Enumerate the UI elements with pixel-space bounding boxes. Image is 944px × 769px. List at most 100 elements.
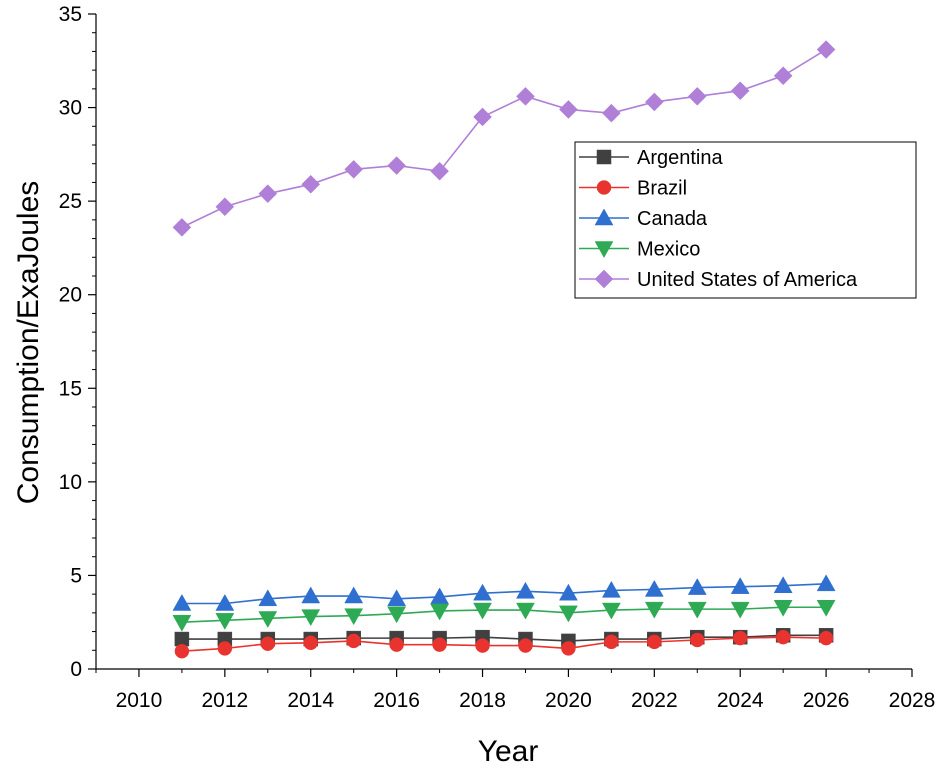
data-point: [432, 637, 447, 652]
data-point: [687, 86, 707, 106]
axis-ticks: 0 5 10 15 20 25 30 35 2010 2012 2014 2016 2018 2020 20…: [59, 3, 936, 712]
data-point: [644, 601, 664, 619]
data-point: [773, 66, 793, 86]
data-point: [516, 581, 535, 599]
x-tick-label: 2028: [889, 689, 936, 712]
legend-item: Argentina: [579, 147, 723, 169]
series-line: [181, 48, 827, 229]
x-tick-label: 2014: [287, 689, 334, 712]
data-point: [303, 635, 318, 651]
series-united-states-of-america: [172, 40, 836, 237]
data-point: [818, 630, 834, 646]
x-axis-title: Year: [478, 735, 539, 768]
x-tick-label: 2010: [116, 689, 163, 712]
data-point: [258, 589, 278, 607]
data-point: [644, 92, 664, 112]
legend-item: Mexico: [579, 239, 700, 261]
data-point: [215, 197, 235, 217]
legend-item: Canada: [579, 208, 708, 230]
data-point: [773, 576, 793, 593]
data-point: [558, 605, 578, 623]
legend-marker: [594, 241, 614, 259]
data-point: [473, 107, 492, 127]
data-point: [387, 589, 407, 607]
data-point: [558, 583, 578, 601]
legend-marker: [594, 269, 614, 289]
y-tick-label: 10: [59, 471, 82, 494]
x-tick-label: 2018: [459, 689, 506, 712]
legend-label: Mexico: [637, 239, 700, 261]
data-point: [816, 40, 836, 59]
series-line: [181, 636, 827, 653]
data-point: [260, 636, 276, 651]
data-point: [730, 577, 750, 594]
data-point: [601, 602, 621, 620]
legend: Argentina Brazil Canada Mexico United States…: [574, 141, 917, 299]
x-tick-label: 2020: [545, 689, 592, 712]
legend-marker: [594, 208, 614, 226]
data-point: [301, 586, 321, 604]
data-point: [174, 631, 190, 647]
data-point: [816, 599, 836, 617]
data-point: [258, 611, 278, 628]
x-tick-label: 2026: [803, 689, 850, 712]
x-tick-label: 2012: [201, 689, 248, 712]
data-point: [516, 86, 535, 106]
y-axis-title: Consumption/ExaJoules: [12, 181, 45, 505]
legend-marker: [596, 149, 612, 165]
series-line: [181, 634, 827, 642]
data-point: [174, 643, 190, 659]
data-point: [473, 583, 492, 601]
data-point: [687, 578, 707, 595]
data-point: [346, 633, 361, 649]
series-brazil: [174, 629, 834, 659]
data-point: [601, 580, 621, 598]
axes: [95, 14, 912, 670]
legend-label: United States of America: [637, 269, 858, 291]
data-point: [604, 634, 619, 650]
series-canada: [172, 574, 836, 611]
data-point: [301, 609, 321, 627]
legend-label: Brazil: [637, 178, 687, 200]
data-point: [730, 601, 750, 619]
x-tick-label: 2016: [373, 689, 420, 712]
series-line: [181, 606, 827, 624]
data-point: [773, 599, 793, 617]
x-tick-label: 2024: [717, 689, 764, 712]
data-point: [730, 81, 750, 101]
data-point: [475, 638, 490, 653]
y-tick-label: 30: [59, 97, 82, 120]
data-point: [516, 602, 535, 620]
legend-box: [574, 141, 917, 299]
data-point: [344, 159, 364, 179]
series-line: [181, 583, 827, 605]
data-point: [172, 593, 192, 611]
data-point: [732, 630, 748, 646]
series-mexico: [172, 599, 836, 632]
data-point: [687, 601, 707, 619]
data-point: [344, 608, 364, 626]
data-point: [430, 603, 450, 621]
y-tick-label: 15: [59, 377, 82, 400]
data-point: [215, 593, 235, 611]
x-tick-label: 2022: [631, 689, 678, 712]
data-point: [344, 586, 364, 604]
y-tick-label: 20: [59, 284, 82, 307]
data-point: [430, 161, 449, 181]
data-point: [217, 641, 233, 656]
data-point: [172, 217, 192, 237]
data-point: [389, 637, 404, 652]
data-point: [816, 574, 836, 592]
data-point: [258, 184, 278, 204]
series-layer: [172, 40, 836, 659]
data-point: [301, 174, 321, 194]
data-point: [473, 602, 492, 620]
data-point: [561, 641, 576, 656]
data-point: [602, 103, 621, 123]
y-tick-label: 35: [59, 3, 82, 26]
data-point: [518, 638, 533, 653]
data-point: [559, 100, 578, 119]
legend-item: United States of America: [579, 269, 858, 291]
data-point: [644, 579, 664, 597]
data-point: [387, 156, 406, 175]
